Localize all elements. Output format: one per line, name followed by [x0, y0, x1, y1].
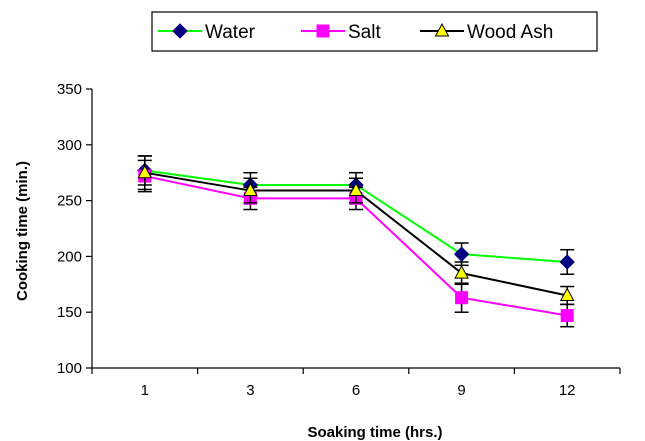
x-tick-label: 9 — [457, 382, 465, 399]
legend-label: Water — [205, 22, 256, 43]
legend-label: Salt — [348, 22, 381, 43]
data-point — [454, 265, 469, 279]
data-point — [453, 246, 470, 262]
series-water — [137, 155, 575, 276]
data-point — [560, 309, 574, 323]
data-point — [559, 254, 575, 270]
legend-label: Wood Ash — [467, 22, 553, 43]
y-tick-label: 300 — [57, 137, 82, 154]
x-tick-label: 6 — [352, 382, 360, 399]
plot-area: 100 150 200 250 300 350 1 3 6 9 12 — [57, 81, 621, 399]
legend-entry: Wood Ash — [420, 22, 553, 43]
series-wood-ash — [137, 155, 575, 306]
legend-marker — [172, 23, 188, 39]
y-tick-label: 200 — [57, 248, 82, 265]
legend-entry: Water — [158, 22, 256, 43]
data-point — [348, 182, 364, 197]
x-tick-label: 12 — [559, 382, 576, 399]
y-axis-title: Cooking time (min.) — [14, 161, 31, 301]
legend-marker — [316, 24, 330, 38]
data-point — [137, 164, 153, 179]
x-tick-label: 3 — [246, 382, 254, 399]
legend: Water Salt Wood Ash — [151, 11, 598, 52]
data-point — [455, 291, 469, 305]
y-tick-label: 350 — [57, 81, 82, 98]
legend-entry: Salt — [301, 22, 381, 43]
legend-box — [151, 11, 598, 52]
x-axis-title: Soaking time (hrs.) — [307, 424, 442, 441]
y-tick-label: 250 — [57, 193, 82, 210]
y-tick-label: 150 — [57, 304, 82, 321]
legend-marker — [434, 22, 450, 37]
x-tick-label: 1 — [141, 382, 149, 399]
data-point — [559, 287, 575, 301]
y-tick-label: 100 — [57, 360, 82, 377]
data-point — [243, 182, 258, 197]
